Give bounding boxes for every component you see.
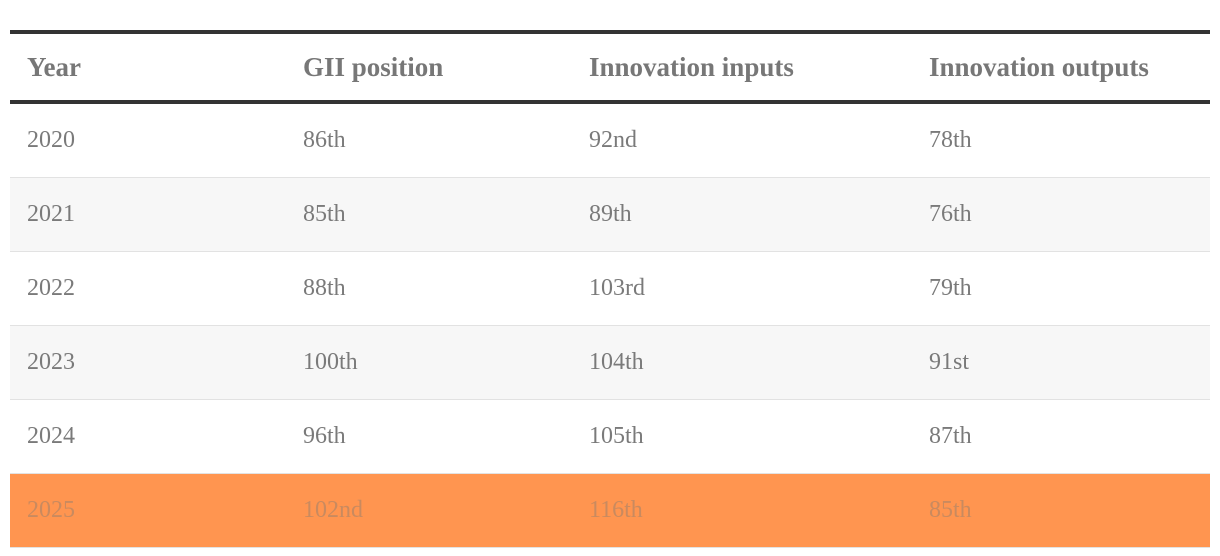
table-cell: 2025 — [10, 473, 286, 548]
table-cell: 2021 — [10, 177, 286, 252]
table-cell: 86th — [286, 102, 572, 178]
table-row: 2020 86th 92nd 78th — [10, 102, 1210, 178]
ranking-table: Year GII position Innovation inputs Innovat… — [10, 30, 1210, 548]
table-cell: 102nd — [286, 473, 572, 548]
table-cell: 100th — [286, 325, 572, 400]
table-cell: 79th — [912, 251, 1210, 326]
table-cell: 2022 — [10, 251, 286, 326]
table-cell: 91st — [912, 325, 1210, 400]
table-container: Year GII position Innovation inputs Innovat… — [10, 30, 1210, 548]
table-cell: 88th — [286, 251, 572, 326]
table-cell: 104th — [572, 325, 912, 400]
table-cell: 2023 — [10, 325, 286, 400]
table-head: Year GII position Innovation inputs Innovat… — [10, 32, 1210, 102]
column-header: GII position — [303, 51, 444, 82]
column-header: Innovation inputs — [589, 51, 794, 82]
header-row: Year GII position Innovation inputs Innovat… — [10, 32, 1210, 102]
table-row: 2021 85th 89th 76th — [10, 177, 1210, 252]
table-cell: 2020 — [10, 102, 286, 178]
table-body: 2020 86th 92nd 78th 2021 85th 89th 76th 2022 88th… — [10, 102, 1210, 548]
table-cell: 96th — [286, 399, 572, 474]
column-header: Year — [27, 51, 81, 82]
table-row: 2024 96th 105th 87th — [10, 399, 1210, 474]
table-cell: 85th — [912, 473, 1210, 548]
table-row: 2023 100th 104th 91st — [10, 325, 1210, 400]
table-row: 2025 102nd 116th 85th — [10, 473, 1210, 548]
table-cell: 116th — [572, 473, 912, 548]
table-cell: 92nd — [572, 102, 912, 178]
table-cell: 103rd — [572, 251, 912, 326]
table-cell: 2024 — [10, 399, 286, 474]
column-header: Innovation outputs — [929, 51, 1149, 82]
table-cell: 78th — [912, 102, 1210, 178]
table-cell: 87th — [912, 399, 1210, 474]
table-cell: 89th — [572, 177, 912, 252]
table-cell: 85th — [286, 177, 572, 252]
table-row: 2022 88th 103rd 79th — [10, 251, 1210, 326]
table-cell: 105th — [572, 399, 912, 474]
table-cell: 76th — [912, 177, 1210, 252]
